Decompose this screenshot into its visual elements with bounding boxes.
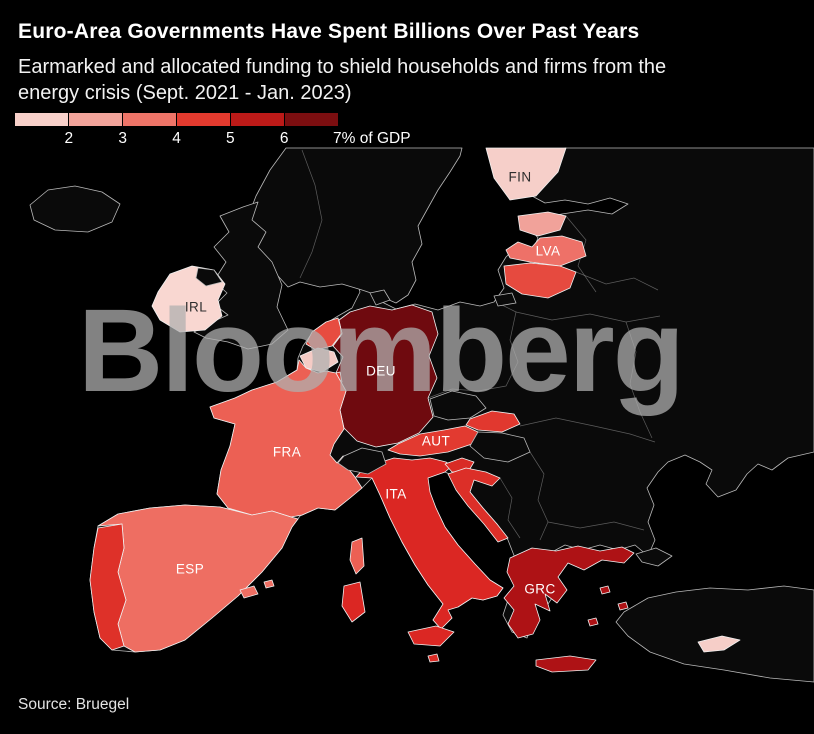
chart-subtitle-line-2: energy crisis (Sept. 2021 - Jan. 2023) [18,82,352,105]
border-line [427,301,519,399]
country-netherlands [305,317,343,351]
chart-subtitle-line-1: Earmarked and allocated funding to shiel… [18,56,667,78]
legend-label: 6 [279,130,289,147]
border-line [299,149,323,279]
border-line [515,311,661,323]
color-scale-legend: 2 3 4 5 6 7% of GDP [15,113,445,148]
legend-label: 2 [64,130,74,147]
non-euro-enclaves [195,267,531,475]
country-cyprus [697,635,741,653]
country-portugal [89,523,127,651]
country-finland [485,147,567,201]
legend-segment [69,113,123,126]
legend-label: 4 [172,130,181,147]
country-slovakia [465,410,521,433]
country-lithuania [503,262,577,299]
legend-segment [177,113,231,126]
border-line [625,321,653,439]
source-note: Source: Bruegel [18,696,130,713]
legend-labels: 2 3 4 5 6 7% of GDP [15,126,445,148]
island-balearic-2 [263,579,275,589]
island-crete [535,655,597,673]
legend-label: 7% of GDP [333,130,411,147]
chart-subtitle: Earmarked and allocated funding to shiel… [18,54,793,107]
border-line [575,271,659,291]
island-aegean-1 [599,585,611,595]
border-line [519,417,656,443]
border-line [529,451,549,541]
island-aegean-3 [587,617,599,627]
border-line [547,521,645,531]
legend-segment [15,113,69,126]
country-malta [427,653,440,663]
country-croatia [447,467,509,543]
denmark-islands [369,289,391,306]
northern-ireland [195,267,223,287]
country-estonia [517,211,567,237]
border-line [499,477,521,539]
legend-label: 3 [118,130,127,147]
country-greece [503,545,635,639]
kaliningrad [493,292,517,307]
turkey [615,585,814,683]
great-britain [193,201,289,350]
legend-bar [15,113,338,126]
euro-area-countries [89,147,741,673]
legend-label: 5 [226,130,235,147]
island-sicily [407,625,455,647]
czechia [429,390,487,421]
island-sardinia [341,581,366,623]
island-corsica [349,537,365,575]
hungary [469,431,531,463]
country-spain [97,504,299,653]
bloomberg-watermark: Bloomberg [78,285,685,417]
country-latvia [505,235,587,267]
legend-segment [123,113,177,126]
island-balearic-1 [239,585,259,599]
legend-segment [285,113,338,126]
switzerland [337,447,387,475]
country-france [209,359,363,518]
turkey-thrace [635,547,673,567]
island-aegean-2 [617,601,629,611]
country-germany [332,304,439,448]
legend-segment [231,113,285,126]
country-italy [355,457,504,630]
chart-title: Euro-Area Governments Have Spent Billion… [18,20,640,43]
iceland [29,185,121,233]
